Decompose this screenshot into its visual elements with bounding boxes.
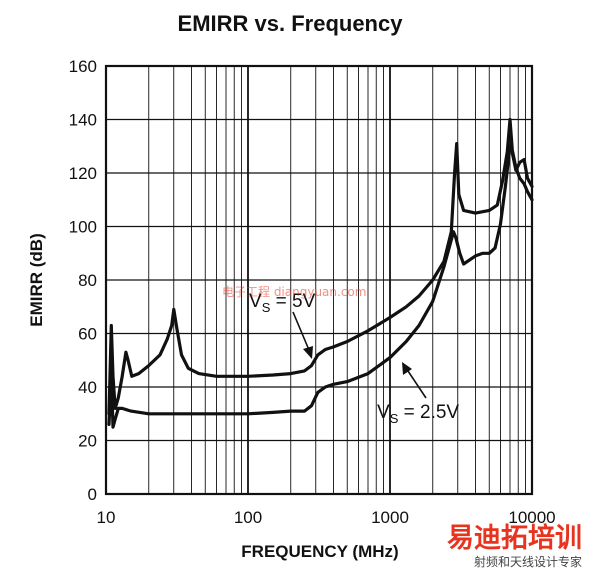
x-tick-label: 1000 bbox=[371, 508, 409, 527]
x-tick-labels: 10 100 1000 10000 bbox=[97, 508, 556, 527]
x-axis-label: FREQUENCY (MHz) bbox=[241, 542, 398, 561]
x-tick-label: 100 bbox=[234, 508, 262, 527]
series-vs-5v-line bbox=[107, 117, 534, 416]
y-tick-label: 20 bbox=[78, 432, 97, 451]
watermark-brand-sub: 射频和天线设计专家 bbox=[474, 554, 582, 569]
y-axis-label: EMIRR (dB) bbox=[27, 233, 46, 326]
y-tick-label: 160 bbox=[69, 57, 97, 76]
y-tick-label: 80 bbox=[78, 271, 97, 290]
y-tick-label: 120 bbox=[69, 164, 97, 183]
y-tick-label: 140 bbox=[69, 111, 97, 130]
annotation-vs-2p5v-arrow-line bbox=[407, 370, 427, 399]
y-tick-label: 100 bbox=[69, 218, 97, 237]
annotation-vs-2p5v: VS = 2.5V bbox=[377, 362, 459, 426]
y-tick-labels: 0 20 40 60 80 100 120 140 160 bbox=[69, 57, 97, 504]
watermark-brand-logo: 易迪拓培训 射频和天线设计专家 bbox=[447, 523, 582, 569]
watermark-brand: 易迪拓培训 bbox=[447, 523, 582, 554]
x-tick-label: 10 bbox=[97, 508, 116, 527]
series-vs-2p5v-line bbox=[107, 144, 534, 429]
annotation-vs-5v-label: VS = 5V bbox=[249, 291, 316, 315]
annotation-vs-5v-arrowhead bbox=[303, 346, 313, 359]
annotation-vs-2p5v-arrowhead bbox=[402, 362, 412, 375]
plot-frame bbox=[104, 64, 534, 496]
major-grid bbox=[105, 65, 532, 495]
y-tick-label: 60 bbox=[78, 325, 97, 344]
y-tick-label: 40 bbox=[78, 378, 97, 397]
annotation-vs-5v: VS = 5V bbox=[249, 291, 316, 359]
y-tick-label: 0 bbox=[88, 485, 97, 504]
x-tick-label: 10000 bbox=[508, 508, 555, 527]
annotation-vs-5v-arrow-line bbox=[292, 311, 310, 351]
watermark-overlay: 电子工程 diangyuan.com bbox=[222, 284, 366, 299]
chart-title: EMIRR vs. Frequency bbox=[178, 11, 404, 36]
series-layer bbox=[107, 117, 534, 429]
annotation-vs-2p5v-label: VS = 2.5V bbox=[377, 402, 459, 426]
